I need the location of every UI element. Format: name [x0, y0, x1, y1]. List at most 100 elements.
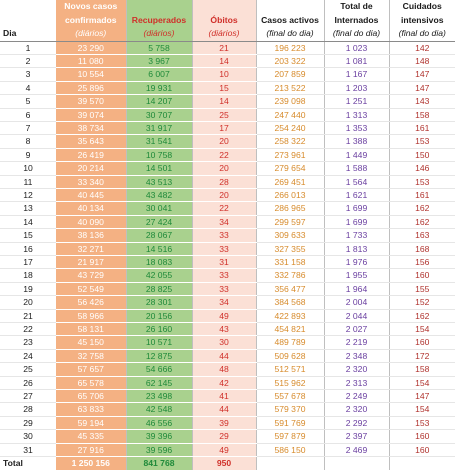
table-row: 4 25 896 19 931 15 213 522 1 203 147	[0, 81, 455, 96]
header-hospitalized-line1: Total de	[323, 0, 389, 14]
cell-active: 254 240	[255, 121, 324, 136]
cell-day: 9	[0, 148, 56, 163]
table-row: 21 58 966 20 156 49 422 893 2 044 162	[0, 309, 455, 324]
cell-new-cases: 39 570	[56, 94, 126, 109]
cell-icu: 142	[388, 41, 455, 55]
cell-day: 11	[0, 175, 56, 189]
cell-deaths: 49	[191, 443, 256, 458]
cell-recovered: 3 967	[125, 54, 192, 69]
cell-recovered: 54 666	[125, 362, 192, 377]
cell-active: 509 628	[255, 349, 324, 364]
cell-recovered: 6 007	[125, 67, 192, 82]
cell-new-cases: 23 290	[56, 41, 126, 55]
cell-icu: 162	[388, 215, 455, 230]
cell-new-cases: 26 419	[56, 148, 126, 163]
cell-icu: 162	[388, 309, 455, 324]
table-row: 23 45 150 10 571 30 489 789 2 219 160	[0, 335, 455, 350]
cell-hospitalized: 2 469	[323, 443, 389, 458]
cell-new-cases: 10 554	[56, 67, 126, 82]
cell-hospitalized: 1 813	[323, 242, 389, 257]
cell-day: 29	[0, 416, 56, 431]
cell-day: 26	[0, 376, 56, 391]
cell-active: 269 451	[255, 175, 324, 189]
cell-day: 20	[0, 295, 56, 310]
cell-new-cases: 25 896	[56, 81, 126, 96]
cell-hospitalized: 1 699	[323, 201, 389, 216]
cell-active: 579 370	[255, 402, 324, 417]
cell-day: 16	[0, 242, 56, 257]
table-row: 18 43 729 42 055 33 332 786 1 955 160	[0, 268, 455, 283]
cell-day: 22	[0, 322, 56, 337]
cell-deaths: 14	[191, 54, 256, 69]
table-row: 2 11 080 3 967 14 203 322 1 081 148	[0, 54, 455, 69]
cell-recovered: 20 156	[125, 309, 192, 324]
cell-new-cases: 59 194	[56, 416, 126, 431]
cell-recovered: 12 875	[125, 349, 192, 364]
cell-hospitalized: 2 249	[323, 389, 389, 404]
cell-deaths: 42	[191, 376, 256, 391]
cell-deaths: 25	[191, 108, 256, 122]
table-row: 29 59 194 46 556 39 591 769 2 292 153	[0, 416, 455, 431]
cell-deaths: 20	[191, 188, 256, 203]
cell-recovered: 14 207	[125, 94, 192, 109]
cell-new-cases: 32 271	[56, 242, 126, 257]
cell-new-cases: 65 578	[56, 376, 126, 391]
cell-recovered: 28 067	[125, 228, 192, 243]
header-row-2: confirmados Recuperados Óbitos Casos act…	[0, 13, 455, 27]
cell-recovered: 5 758	[125, 41, 192, 55]
cell-icu: 153	[388, 175, 455, 189]
cell-day: 28	[0, 402, 56, 417]
cell-recovered: 62 145	[125, 376, 192, 391]
cell-active: 309 633	[255, 228, 324, 243]
cell-deaths: 29	[191, 429, 256, 444]
cell-hospitalized: 1 976	[323, 255, 389, 270]
cell-day: 25	[0, 362, 56, 377]
header-recovered-sub: (diários)	[125, 27, 192, 42]
cell-icu: 160	[388, 335, 455, 350]
cell-active: 422 893	[255, 309, 324, 324]
cell-icu: 160	[388, 429, 455, 444]
cell-new-cases: 58 966	[56, 309, 126, 324]
cell-active: 384 568	[255, 295, 324, 310]
table-body: 1 23 290 5 758 21 196 223 1 023 142 2 11 080 3 96…	[0, 41, 455, 458]
cell-day: 19	[0, 282, 56, 297]
cell-day: 13	[0, 201, 56, 216]
table-row: 30 45 335 39 396 29 597 879 2 397 160	[0, 429, 455, 444]
cell-new-cases: 20 214	[56, 161, 126, 176]
total-recovered: 841 768	[125, 456, 192, 471]
cell-hospitalized: 1 081	[323, 54, 389, 69]
table-row: 31 27 916 39 596 49 586 150 2 469 160	[0, 443, 455, 458]
cell-hospitalized: 1 588	[323, 161, 389, 176]
header-active-line2: Casos activos	[255, 13, 324, 27]
cell-day: 3	[0, 67, 56, 82]
table-row: 6 39 074 30 707 25 247 440 1 313 158	[0, 108, 455, 122]
cell-active: 247 440	[255, 108, 324, 122]
cell-new-cases: 33 340	[56, 175, 126, 189]
cell-new-cases: 45 335	[56, 429, 126, 444]
cell-icu: 154	[388, 402, 455, 417]
cell-icu: 154	[388, 376, 455, 391]
cell-recovered: 10 758	[125, 148, 192, 163]
header-deaths-line2: Óbitos	[191, 13, 256, 27]
total-new-cases: 1 250 156	[56, 456, 126, 471]
cell-new-cases: 27 916	[56, 443, 126, 458]
table-row: 3 10 554 6 007 10 207 859 1 167 147	[0, 67, 455, 82]
cell-new-cases: 32 758	[56, 349, 126, 364]
cell-active: 515 962	[255, 376, 324, 391]
total-icu-empty	[388, 456, 455, 471]
cell-new-cases: 45 150	[56, 335, 126, 350]
cell-day: 4	[0, 81, 56, 96]
table-row: 13 40 134 30 041 22 286 965 1 699 162	[0, 201, 455, 216]
header-hospitalized-line2: Internados	[323, 13, 389, 27]
cell-icu: 162	[388, 201, 455, 216]
cell-deaths: 31	[191, 255, 256, 270]
cell-hospitalized: 2 320	[323, 362, 389, 377]
cell-deaths: 48	[191, 362, 256, 377]
cell-active: 454 821	[255, 322, 324, 337]
cell-recovered: 19 931	[125, 81, 192, 96]
table-row: 17 21 917 18 083 31 331 158 1 976 156	[0, 255, 455, 270]
cell-day: 5	[0, 94, 56, 109]
cell-recovered: 18 083	[125, 255, 192, 270]
cell-icu: 156	[388, 255, 455, 270]
